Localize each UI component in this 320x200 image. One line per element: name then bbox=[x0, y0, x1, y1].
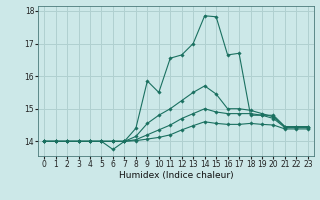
X-axis label: Humidex (Indice chaleur): Humidex (Indice chaleur) bbox=[119, 171, 233, 180]
